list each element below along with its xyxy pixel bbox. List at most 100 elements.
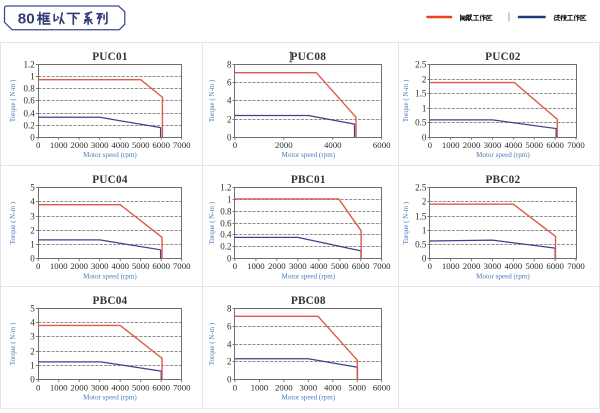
svg-text:0.5: 0.5 [415, 240, 427, 250]
svg-text:7000: 7000 [567, 261, 585, 271]
svg-text:0.8: 0.8 [220, 207, 232, 217]
svg-text:Torque ( N-m ): Torque ( N-m ) [9, 201, 17, 244]
svg-text:1000: 1000 [251, 382, 269, 392]
svg-text:0.5: 0.5 [415, 118, 427, 128]
svg-text:2000: 2000 [463, 261, 481, 271]
svg-text:1: 1 [227, 195, 232, 205]
svg-text:2: 2 [30, 347, 35, 357]
svg-text:7000: 7000 [173, 261, 191, 271]
svg-text:2.5: 2.5 [415, 60, 427, 70]
svg-text:5: 5 [30, 183, 35, 193]
svg-text:0.2: 0.2 [220, 242, 231, 252]
svg-text:6000: 6000 [546, 140, 564, 150]
svg-text:4000: 4000 [324, 382, 342, 392]
svg-text:8: 8 [227, 304, 232, 314]
svg-text:0: 0 [30, 375, 35, 385]
svg-text:6000: 6000 [152, 382, 170, 392]
svg-text:3: 3 [30, 332, 35, 342]
svg-text:2000: 2000 [70, 382, 88, 392]
svg-text:3000: 3000 [91, 382, 109, 392]
svg-text:4000: 4000 [505, 261, 523, 271]
svg-text:PBC08: PBC08 [291, 295, 326, 307]
svg-text:PBC04: PBC04 [93, 295, 128, 307]
svg-text:5000: 5000 [525, 261, 543, 271]
svg-text:1000: 1000 [50, 382, 68, 392]
svg-text:1000: 1000 [247, 261, 265, 271]
svg-text:3000: 3000 [300, 382, 318, 392]
svg-text:5000: 5000 [331, 261, 349, 271]
svg-text:4: 4 [227, 96, 232, 106]
svg-text:0.6: 0.6 [220, 219, 232, 229]
svg-text:1: 1 [422, 104, 427, 114]
svg-text:1000: 1000 [442, 261, 460, 271]
svg-text:80: 80 [18, 11, 35, 28]
svg-text:2: 2 [30, 226, 35, 236]
svg-text:5000: 5000 [348, 382, 366, 392]
svg-text:1.5: 1.5 [415, 212, 427, 222]
svg-text:3000: 3000 [484, 140, 502, 150]
svg-text:0: 0 [233, 382, 238, 392]
svg-text:6000: 6000 [152, 140, 170, 150]
svg-text:0: 0 [428, 140, 433, 150]
svg-text:3000: 3000 [484, 261, 502, 271]
svg-text:Torque ( N-m ): Torque ( N-m ) [402, 79, 410, 122]
svg-text:4000: 4000 [324, 140, 342, 150]
svg-text:0: 0 [36, 382, 41, 392]
svg-text:1.2: 1.2 [220, 183, 231, 193]
svg-text:6000: 6000 [352, 261, 370, 271]
svg-text:2000: 2000 [70, 261, 88, 271]
svg-text:1: 1 [30, 72, 35, 82]
svg-text:0: 0 [30, 254, 35, 264]
svg-text:Motor speed (rpm): Motor speed (rpm) [83, 151, 137, 159]
svg-text:0: 0 [233, 140, 238, 150]
svg-text:2000: 2000 [275, 382, 293, 392]
svg-text:8: 8 [227, 60, 232, 70]
svg-text:1: 1 [422, 226, 427, 236]
svg-text:0.2: 0.2 [24, 121, 35, 131]
svg-text:2: 2 [227, 357, 232, 367]
svg-text:2: 2 [227, 115, 232, 125]
svg-text:5000: 5000 [132, 382, 150, 392]
svg-text:4000: 4000 [111, 261, 129, 271]
svg-text:5: 5 [30, 304, 35, 314]
svg-text:Torque ( N-m ): Torque ( N-m ) [208, 201, 216, 244]
svg-text:PUC04: PUC04 [92, 174, 128, 186]
svg-text:0: 0 [227, 254, 232, 264]
svg-text:0.6: 0.6 [24, 96, 36, 106]
svg-text:6000: 6000 [373, 382, 391, 392]
svg-text:PUC08: PUC08 [291, 51, 327, 63]
svg-text:2.5: 2.5 [415, 183, 427, 193]
svg-text:0: 0 [36, 261, 41, 271]
svg-text:0: 0 [233, 261, 238, 271]
svg-text:1.5: 1.5 [415, 89, 427, 99]
svg-text:0.8: 0.8 [24, 84, 36, 94]
svg-text:0: 0 [428, 261, 433, 271]
svg-text:1.2: 1.2 [24, 60, 35, 70]
svg-text:2: 2 [422, 75, 427, 85]
svg-text:PUC02: PUC02 [485, 51, 521, 63]
svg-text:PBC01: PBC01 [291, 174, 326, 186]
svg-text:Torque ( N-m ): Torque ( N-m ) [208, 79, 216, 122]
svg-text:0.4: 0.4 [220, 230, 232, 240]
svg-text:0: 0 [227, 133, 232, 143]
svg-text:7000: 7000 [173, 140, 191, 150]
svg-text:Torque ( N-m ): Torque ( N-m ) [9, 79, 17, 122]
svg-text:4: 4 [30, 318, 35, 328]
svg-text:0: 0 [227, 375, 232, 385]
svg-text:Motor speed (rpm): Motor speed (rpm) [476, 272, 530, 280]
svg-text:5000: 5000 [132, 261, 150, 271]
svg-text:0: 0 [422, 133, 427, 143]
svg-text:0: 0 [30, 133, 35, 143]
svg-text:0: 0 [36, 140, 41, 150]
svg-text:4000: 4000 [111, 382, 129, 392]
svg-text:Motor speed (rpm): Motor speed (rpm) [282, 151, 336, 159]
svg-text:Motor speed (rpm): Motor speed (rpm) [282, 394, 336, 402]
svg-text:2: 2 [422, 197, 427, 207]
svg-text:0.4: 0.4 [24, 109, 36, 119]
svg-text:1000: 1000 [50, 261, 68, 271]
svg-text:1000: 1000 [50, 140, 68, 150]
svg-text:PUC01: PUC01 [92, 51, 128, 63]
svg-text:4: 4 [30, 197, 35, 207]
svg-text:2000: 2000 [70, 140, 88, 150]
svg-text:7000: 7000 [173, 382, 191, 392]
